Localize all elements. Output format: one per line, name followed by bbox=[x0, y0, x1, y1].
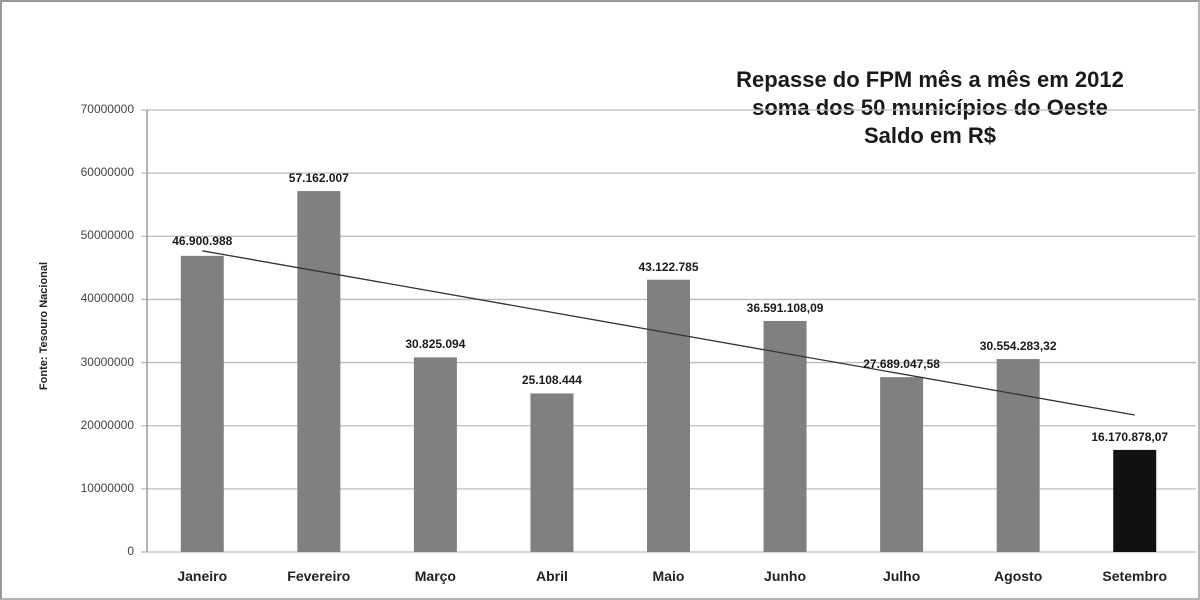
x-tick-label: Agosto bbox=[994, 568, 1043, 584]
x-tick-label: Setembro bbox=[1102, 568, 1167, 584]
y-tick-label: 60000000 bbox=[80, 165, 134, 180]
y-tick-label: 50000000 bbox=[80, 228, 134, 243]
data-label: 30.554.283,32 bbox=[979, 339, 1057, 354]
x-tick-label: Março bbox=[414, 568, 456, 584]
bar-setembro bbox=[1113, 449, 1157, 552]
bar-agosto bbox=[996, 359, 1040, 552]
y-tick-label: 40000000 bbox=[80, 291, 134, 306]
data-label: 43.122.785 bbox=[638, 259, 699, 274]
data-label: 30.825.094 bbox=[405, 337, 466, 352]
y-tick-label: 70000000 bbox=[80, 102, 134, 116]
chart-title-line-2: soma dos 50 municípios do Oeste bbox=[752, 95, 1108, 120]
y-tick-label: 20000000 bbox=[80, 417, 134, 432]
y-tick-label: 30000000 bbox=[80, 354, 134, 369]
bar-fevereiro bbox=[297, 191, 341, 553]
data-label: 46.900.988 bbox=[172, 233, 233, 248]
data-label: 27.689.047,58 bbox=[863, 357, 940, 372]
bar-junho bbox=[763, 320, 807, 552]
bar-maio bbox=[647, 279, 690, 552]
x-tick-label: Julho bbox=[882, 568, 921, 584]
trendline bbox=[202, 250, 1135, 416]
bar-janeiro bbox=[180, 255, 224, 552]
x-tick-label: Fevereiro bbox=[287, 568, 351, 584]
y-tick-label: 0 bbox=[127, 544, 134, 558]
y-tick-label: 10000000 bbox=[80, 480, 134, 495]
data-label: 36.591.108,09 bbox=[746, 300, 824, 315]
x-tick-label: Janeiro bbox=[177, 568, 228, 584]
data-label: 16.170.878,07 bbox=[1091, 429, 1169, 444]
chart-title: Repasse do FPM mês a mês em 2012 soma do… bbox=[690, 66, 1170, 150]
x-tick-label: Junho bbox=[764, 568, 807, 584]
x-tick-label: Maio bbox=[652, 568, 685, 584]
x-tick-label: Abril bbox=[535, 568, 568, 584]
bar-abril bbox=[530, 393, 574, 552]
trendline bbox=[202, 250, 1135, 416]
chart-title-line-3: Saldo em R$ bbox=[863, 123, 997, 148]
bar-julho bbox=[880, 377, 924, 552]
bars bbox=[180, 191, 1157, 553]
bar-março bbox=[413, 357, 457, 552]
chart-title-line-1: Repasse do FPM mês a mês em 2012 bbox=[736, 67, 1124, 92]
data-label: 57.162.007 bbox=[288, 171, 349, 186]
data-label: 25.108.444 bbox=[521, 373, 582, 388]
